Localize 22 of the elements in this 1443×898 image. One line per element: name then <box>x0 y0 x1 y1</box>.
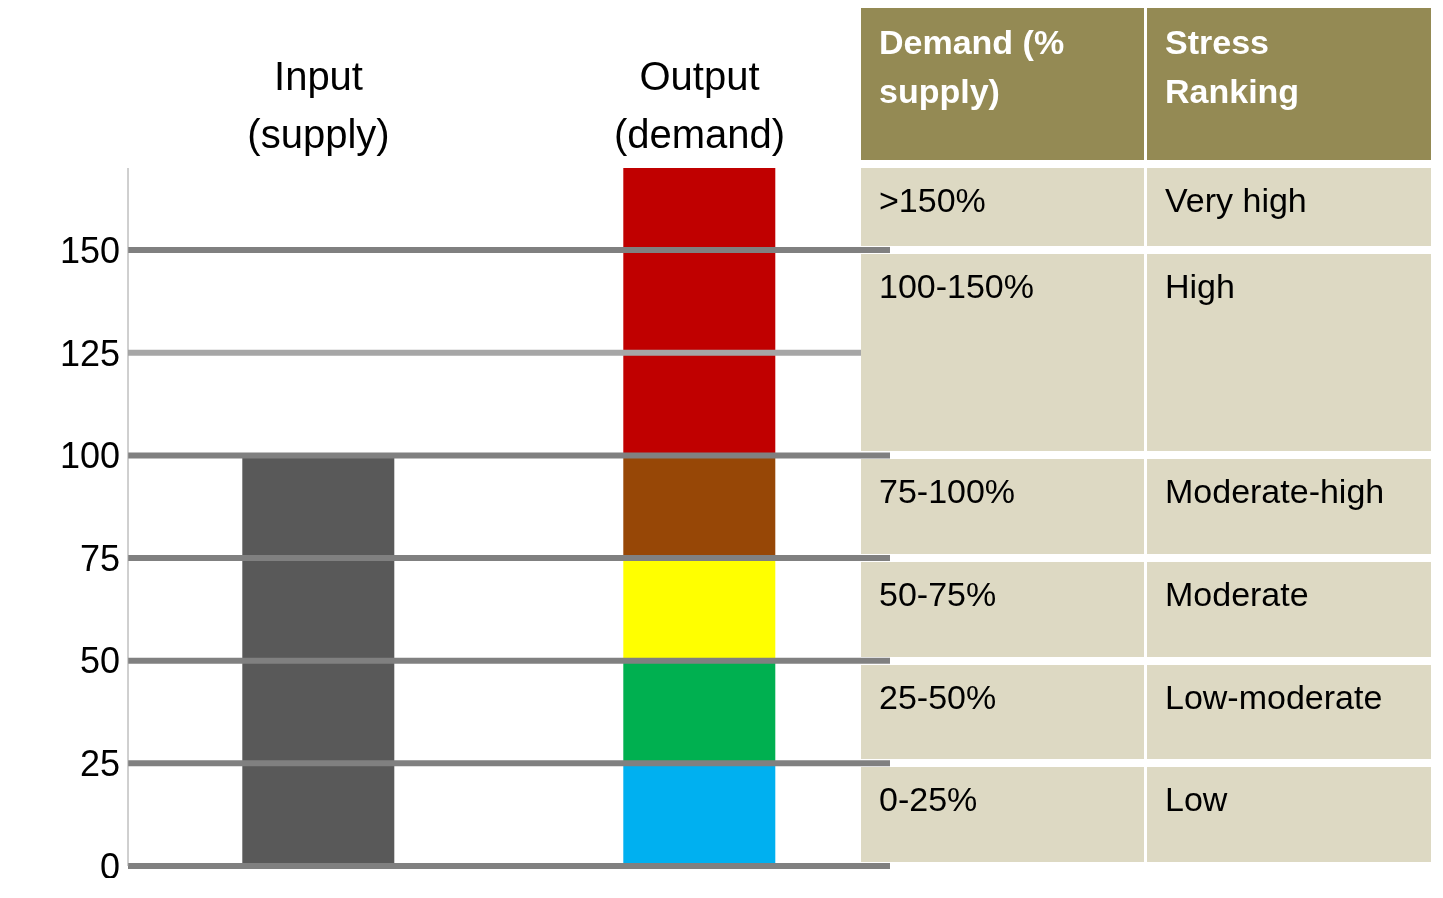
text: Stress Ranking <box>1165 22 1301 113</box>
text: Demand (% supply) <box>879 22 1066 113</box>
y-tick-label: 75 <box>79 537 120 579</box>
y-tick-label: 125 <box>59 332 120 374</box>
text: Low-moderate <box>1165 676 1383 718</box>
annotation: 0-25% <box>879 779 978 821</box>
annotation: >150% <box>879 180 986 221</box>
annotation: 50-75% <box>879 574 997 616</box>
y-tick-label: 100 <box>59 435 120 477</box>
text: High <box>1165 266 1235 308</box>
annotation: 75-100% <box>879 471 1016 513</box>
annotation: 100-150% <box>879 266 1035 308</box>
y-tick-label: 50 <box>79 640 120 682</box>
text: Moderate-high <box>1165 471 1385 513</box>
x-tick-label: Output (demand) <box>613 54 786 156</box>
y-tick-label: 150 <box>59 229 120 271</box>
text: Low <box>1165 779 1228 821</box>
annotation: 25-50% <box>879 676 997 718</box>
text: Moderate <box>1165 574 1309 616</box>
text: Very high <box>1165 180 1307 221</box>
x-tick-label: Input (supply) <box>247 54 390 156</box>
y-tick-label: 25 <box>79 743 120 785</box>
